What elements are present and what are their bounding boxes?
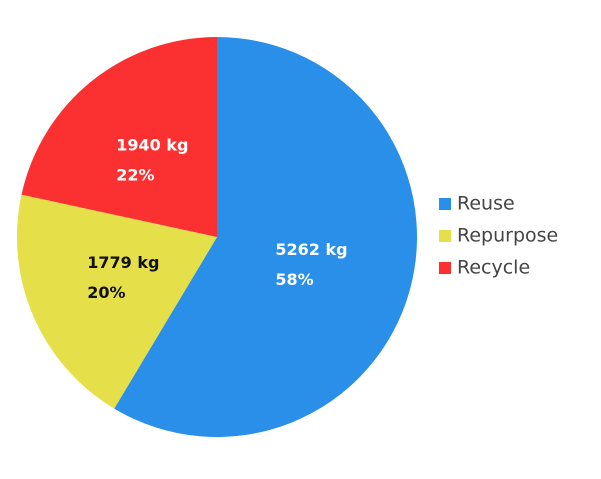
legend-swatch xyxy=(439,198,451,210)
pie-slice xyxy=(17,194,218,409)
value-label: 5262 kg xyxy=(275,240,347,259)
percent-label: 20% xyxy=(87,283,125,302)
legend-swatch xyxy=(439,262,451,274)
value-label: 1940 kg xyxy=(116,136,188,155)
legend-label: Repurpose xyxy=(457,225,558,247)
legend-label: Recycle xyxy=(457,257,530,279)
pie-slice xyxy=(21,36,218,238)
pie-slice xyxy=(114,37,418,437)
value-label: 1779 kg xyxy=(87,253,159,272)
percent-label: 58% xyxy=(275,270,313,289)
percent-label: 22% xyxy=(116,166,154,185)
legend-label: Reuse xyxy=(457,193,515,215)
legend-swatch xyxy=(439,230,451,242)
